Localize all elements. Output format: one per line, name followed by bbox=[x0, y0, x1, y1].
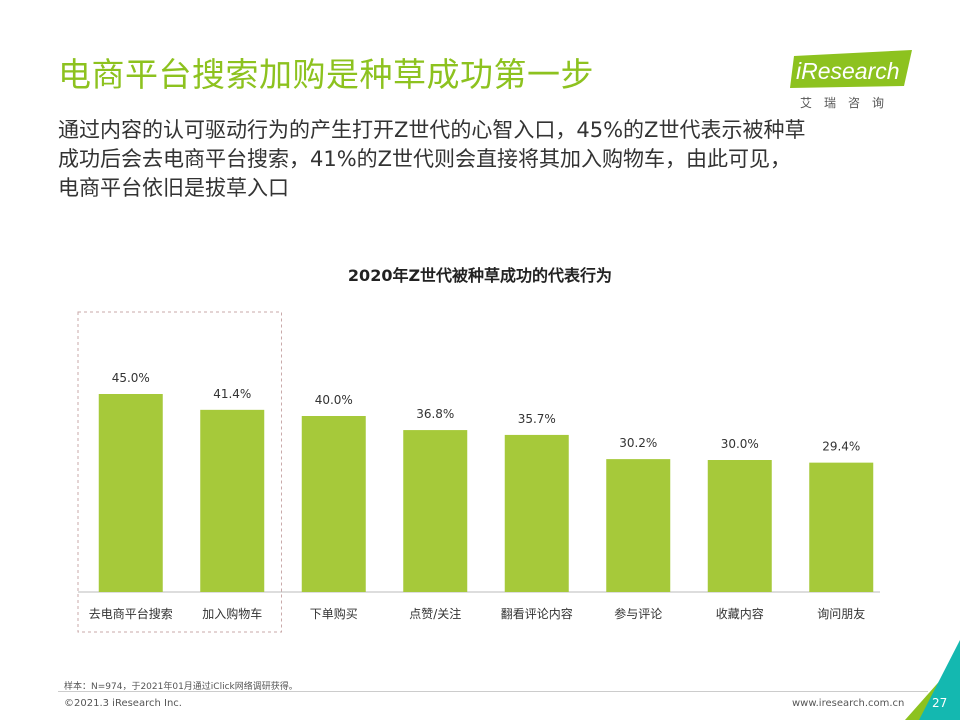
copyright: ©2021.3 iResearch Inc. bbox=[64, 698, 182, 709]
bar bbox=[707, 460, 772, 592]
logo-badge-icon bbox=[790, 50, 912, 88]
description-line: 电商平台依旧是拔草入口 bbox=[58, 176, 289, 200]
category-label: 去电商平台搜索 bbox=[89, 606, 173, 621]
data-label: 45.0% bbox=[112, 371, 150, 385]
chart-title: 2020年Z世代被种草成功的代表行为 bbox=[347, 266, 613, 285]
data-label: 35.7% bbox=[518, 412, 556, 426]
page-description: 通过内容的认可驱动行为的产生打开Z世代的心智入口，45%的Z世代表示被种草 成功… bbox=[58, 116, 918, 203]
category-label: 参与评论 bbox=[614, 606, 662, 621]
data-label: 40.0% bbox=[315, 393, 353, 407]
description-line: 成功后会去电商平台搜索，41%的Z世代则会直接将其加入购物车，由此可见， bbox=[58, 147, 792, 171]
logo-subtext: 艾瑞咨询 bbox=[800, 96, 897, 110]
category-label: 询问朋友 bbox=[817, 607, 865, 621]
footer-divider bbox=[58, 691, 928, 692]
data-label: 36.8% bbox=[416, 407, 454, 421]
logo-text: iResearch bbox=[796, 58, 900, 84]
page-title: 电商平台搜索加购是种草成功第一步 bbox=[58, 55, 594, 94]
bar bbox=[809, 462, 874, 592]
page-number: 27 bbox=[932, 696, 948, 710]
bar-chart: 45.0% 去电商平台搜索 41.4% 加入购物车 40.0% 下单购买 36.8% 点赞/关… bbox=[77, 311, 880, 633]
highlight-box bbox=[77, 311, 282, 633]
category-label: 下单购买 bbox=[310, 606, 358, 621]
bar bbox=[301, 416, 366, 592]
data-label: 41.4% bbox=[213, 387, 251, 401]
website-link[interactable]: www.iresearch.com.cn bbox=[792, 698, 905, 709]
data-label: 30.2% bbox=[619, 436, 657, 450]
data-label: 30.0% bbox=[721, 437, 759, 451]
description-line: 通过内容的认可驱动行为的产生打开Z世代的心智入口，45%的Z世代表示被种草 bbox=[58, 118, 806, 142]
corner-decoration-icon bbox=[905, 640, 960, 720]
data-label: 29.4% bbox=[822, 440, 860, 454]
category-label: 加入购物车 bbox=[202, 606, 262, 621]
bar bbox=[98, 394, 163, 592]
bar bbox=[504, 434, 569, 592]
bar bbox=[606, 459, 671, 592]
category-label: 翻看评论内容 bbox=[501, 606, 573, 621]
category-label: 点赞/关注 bbox=[409, 606, 461, 621]
category-label: 收藏内容 bbox=[716, 606, 764, 621]
bar bbox=[403, 430, 468, 592]
bar bbox=[200, 409, 265, 592]
source-note: 样本：N=974，于2021年01月通过iClick网络调研获得。 bbox=[64, 682, 298, 692]
iresearch-logo: iResearch 艾瑞咨询 bbox=[790, 50, 920, 110]
